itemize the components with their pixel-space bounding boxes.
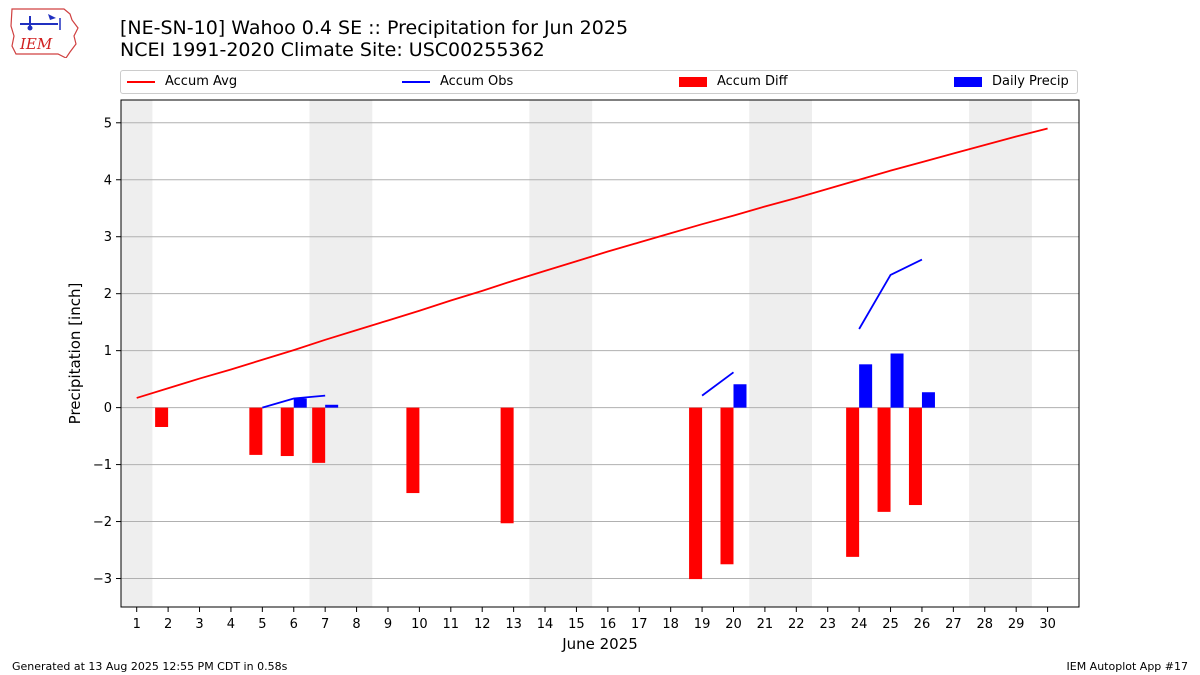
y-tick-label: −3 bbox=[93, 572, 112, 587]
x-tick-label: 8 bbox=[352, 617, 360, 632]
x-tick-label: 2 bbox=[164, 617, 172, 632]
accum-diff-bar bbox=[877, 407, 891, 512]
x-tick-label: 26 bbox=[914, 617, 931, 632]
accum-obs-line bbox=[262, 394, 326, 409]
legend-swatch-accum-diff bbox=[679, 76, 707, 87]
x-tick-label: 18 bbox=[662, 617, 679, 632]
accum-diff-bar bbox=[720, 407, 734, 565]
footer-generated-text: Generated at 13 Aug 2025 12:55 PM CDT in… bbox=[12, 660, 288, 673]
x-tick-label: 22 bbox=[788, 617, 805, 632]
legend-swatch-accum-avg bbox=[127, 80, 155, 83]
y-tick-label: 3 bbox=[104, 230, 112, 245]
x-tick-label: 6 bbox=[290, 617, 298, 632]
x-tick-label: 16 bbox=[600, 617, 617, 632]
x-tick-label: 27 bbox=[945, 617, 962, 632]
y-tick-label: −1 bbox=[93, 458, 112, 473]
x-tick-label: 30 bbox=[1039, 617, 1056, 632]
daily-precip-bar bbox=[733, 384, 747, 408]
x-tick-label: 25 bbox=[882, 617, 899, 632]
x-tick-label: 7 bbox=[321, 617, 329, 632]
x-tick-label: 10 bbox=[411, 617, 428, 632]
weekend-band bbox=[309, 100, 373, 607]
daily-precip-bar bbox=[921, 392, 935, 408]
legend: Accum Avg Accum Obs Accum Diff Daily Pre… bbox=[120, 70, 1078, 94]
x-tick-label: 17 bbox=[631, 617, 648, 632]
x-tick-label: 5 bbox=[258, 617, 266, 632]
y-tick-label: 1 bbox=[104, 344, 112, 359]
legend-item-daily-precip: Daily Precip bbox=[954, 74, 1069, 89]
legend-item-accum-obs: Accum Obs bbox=[402, 74, 513, 89]
x-tick-label: 29 bbox=[1008, 617, 1025, 632]
accum-diff-bar bbox=[846, 407, 860, 557]
accum-diff-bar bbox=[406, 407, 420, 494]
y-axis-label: Precipitation [inch] bbox=[66, 283, 84, 425]
chart-subtitle: NCEI 1991-2020 Climate Site: USC00255362 bbox=[120, 39, 545, 61]
weekend-band bbox=[529, 100, 593, 607]
x-tick-label: 4 bbox=[227, 617, 235, 632]
chart-title: [NE-SN-10] Wahoo 0.4 SE :: Precipitation… bbox=[120, 17, 629, 39]
accum-avg-line bbox=[136, 127, 1048, 399]
weekend-band bbox=[969, 100, 1032, 607]
accum-obs-line bbox=[701, 371, 735, 397]
x-tick-label: 15 bbox=[568, 617, 585, 632]
x-tick-label: 11 bbox=[443, 617, 460, 632]
accum-diff-bar bbox=[280, 407, 294, 457]
x-tick-label: 14 bbox=[537, 617, 554, 632]
accum-diff-bar bbox=[500, 407, 514, 524]
y-tick-label: 4 bbox=[104, 173, 112, 188]
accum-diff-bar bbox=[249, 407, 263, 455]
y-tick-label: 0 bbox=[104, 401, 112, 416]
iem-logo: IEM bbox=[10, 8, 79, 58]
legend-item-accum-avg: Accum Avg bbox=[127, 74, 237, 89]
logo-text: IEM bbox=[19, 35, 53, 53]
y-tick-label: 2 bbox=[104, 287, 112, 302]
accum-obs-line bbox=[858, 258, 923, 330]
x-tick-label: 9 bbox=[384, 617, 392, 632]
daily-precip-bar bbox=[325, 404, 339, 408]
x-tick-label: 20 bbox=[725, 617, 742, 632]
x-tick-label: 21 bbox=[757, 617, 774, 632]
legend-swatch-daily-precip bbox=[954, 76, 982, 87]
x-tick-label: 19 bbox=[694, 617, 711, 632]
y-tick-label: 5 bbox=[104, 116, 112, 131]
legend-item-accum-diff: Accum Diff bbox=[679, 74, 788, 89]
legend-label-accum-diff: Accum Diff bbox=[717, 74, 788, 89]
legend-label-accum-obs: Accum Obs bbox=[440, 74, 514, 89]
x-tick-label: 24 bbox=[851, 617, 868, 632]
daily-precip-bar bbox=[859, 364, 873, 408]
x-tick-label: 23 bbox=[819, 617, 836, 632]
x-tick-label: 12 bbox=[474, 617, 491, 632]
x-tick-label: 28 bbox=[976, 617, 993, 632]
legend-swatch-accum-obs bbox=[402, 80, 430, 83]
x-tick-label: 13 bbox=[505, 617, 522, 632]
x-tick-label: 1 bbox=[133, 617, 141, 632]
accum-diff-bar bbox=[689, 407, 703, 580]
accum-diff-bar bbox=[155, 407, 169, 427]
weekend-band bbox=[749, 100, 813, 607]
weekend-band bbox=[121, 100, 153, 607]
daily-precip-bar bbox=[890, 353, 904, 408]
plot-frame bbox=[120, 99, 1080, 608]
x-tick-label: 3 bbox=[195, 617, 203, 632]
y-tick-label: −2 bbox=[93, 515, 112, 530]
legend-label-daily-precip: Daily Precip bbox=[992, 74, 1069, 89]
daily-precip-bar bbox=[293, 398, 307, 408]
legend-label-accum-avg: Accum Avg bbox=[165, 74, 238, 89]
accum-diff-bar bbox=[908, 407, 922, 506]
x-axis-label: June 2025 bbox=[561, 635, 638, 653]
accum-diff-bar bbox=[312, 407, 326, 463]
footer-app-label: IEM Autoplot App #17 bbox=[1066, 660, 1189, 673]
